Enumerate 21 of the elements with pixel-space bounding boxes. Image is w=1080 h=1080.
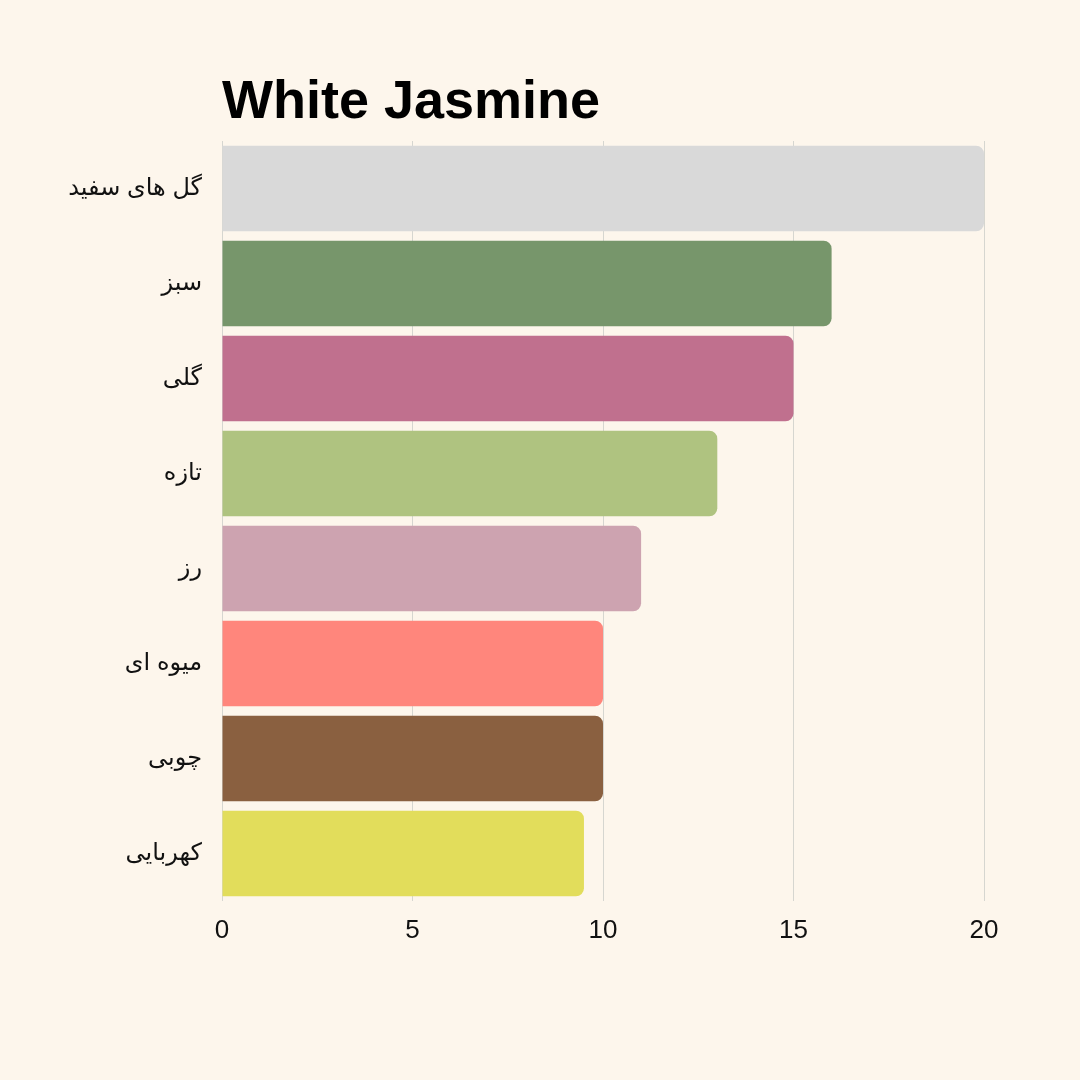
y-tick-label: گل های سفید	[68, 173, 203, 201]
bar	[222, 335, 794, 422]
x-tick-label: 10	[588, 913, 618, 944]
y-tick-label: تازه	[163, 458, 202, 487]
bar	[222, 430, 718, 517]
x-tick-label: 20	[969, 913, 999, 944]
y-tick-label: گلی	[162, 363, 203, 391]
bar	[222, 525, 642, 612]
y-tick-label: کهربایی	[125, 838, 203, 867]
x-tick-label: 0	[214, 913, 230, 944]
y-tick-label: میوه ای	[124, 648, 202, 677]
chart-title: White Jasmine	[222, 68, 601, 131]
y-tick-label: چوبی	[148, 743, 202, 772]
x-tick-label: 5	[405, 913, 420, 944]
x-tick-label: 15	[779, 913, 808, 944]
bar	[222, 715, 603, 802]
bar	[222, 810, 584, 897]
y-tick-label: رز	[177, 553, 202, 582]
bar	[222, 620, 603, 707]
bar	[222, 240, 832, 327]
y-tick-label: سبز	[160, 268, 202, 297]
